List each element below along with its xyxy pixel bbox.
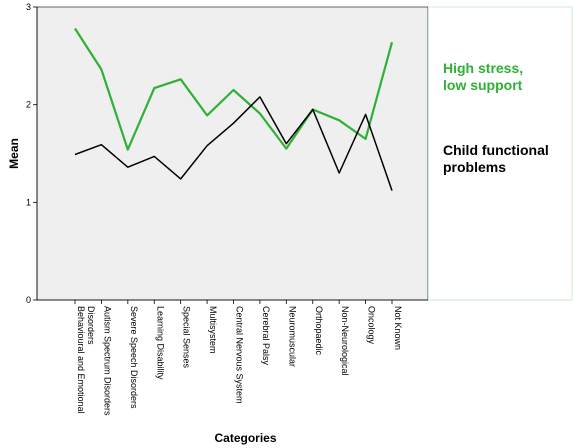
x-axis: Behavioural and Emotional Disorders Autism… [37,299,428,416]
series-line-1 [74,27,394,151]
x-tick-label: Severe Speech Disorders [129,306,139,409]
x-tick-label: Behavioural and Emotional [76,306,86,414]
x-tick-label: Autism Spectrum Disorders [102,306,112,416]
x-tick-label: Disorders [86,306,96,345]
y-tick-label: 3 [26,2,31,12]
y-tick-label: 1 [26,197,31,207]
y-tick-label: 0 [26,295,31,305]
legend-box [428,6,573,301]
x-tick-label: Learning Disability [155,306,165,380]
series-line-2 [74,96,393,191]
x-tick-label: Not Known [393,306,403,350]
x-tick-label: Non-Neurological [340,306,350,376]
x-tick-label: Oncology [367,306,377,345]
legend: High stress, low support Child functional p… [443,60,549,175]
x-axis-title: Categories [214,431,276,445]
y-axis-title: Mean [7,138,21,169]
series-lines [74,27,394,191]
plot-area [36,6,429,301]
legend-item-1: High stress, low support [443,60,523,93]
x-tick-label: Cerebral Palsy [261,306,271,366]
x-tick-label: Special Senses [182,306,192,369]
y-axis: 0 1 2 3 [26,2,38,305]
x-tick-label: Orthopaedic [314,306,324,356]
x-tick-label: Neuromuscular [287,306,297,367]
legend-item-2: Child functional problems [443,142,549,175]
x-tick-label: Central Nervous System [235,306,245,404]
x-tick-label: Multisystem [208,306,218,354]
y-tick-label: 2 [26,100,31,110]
